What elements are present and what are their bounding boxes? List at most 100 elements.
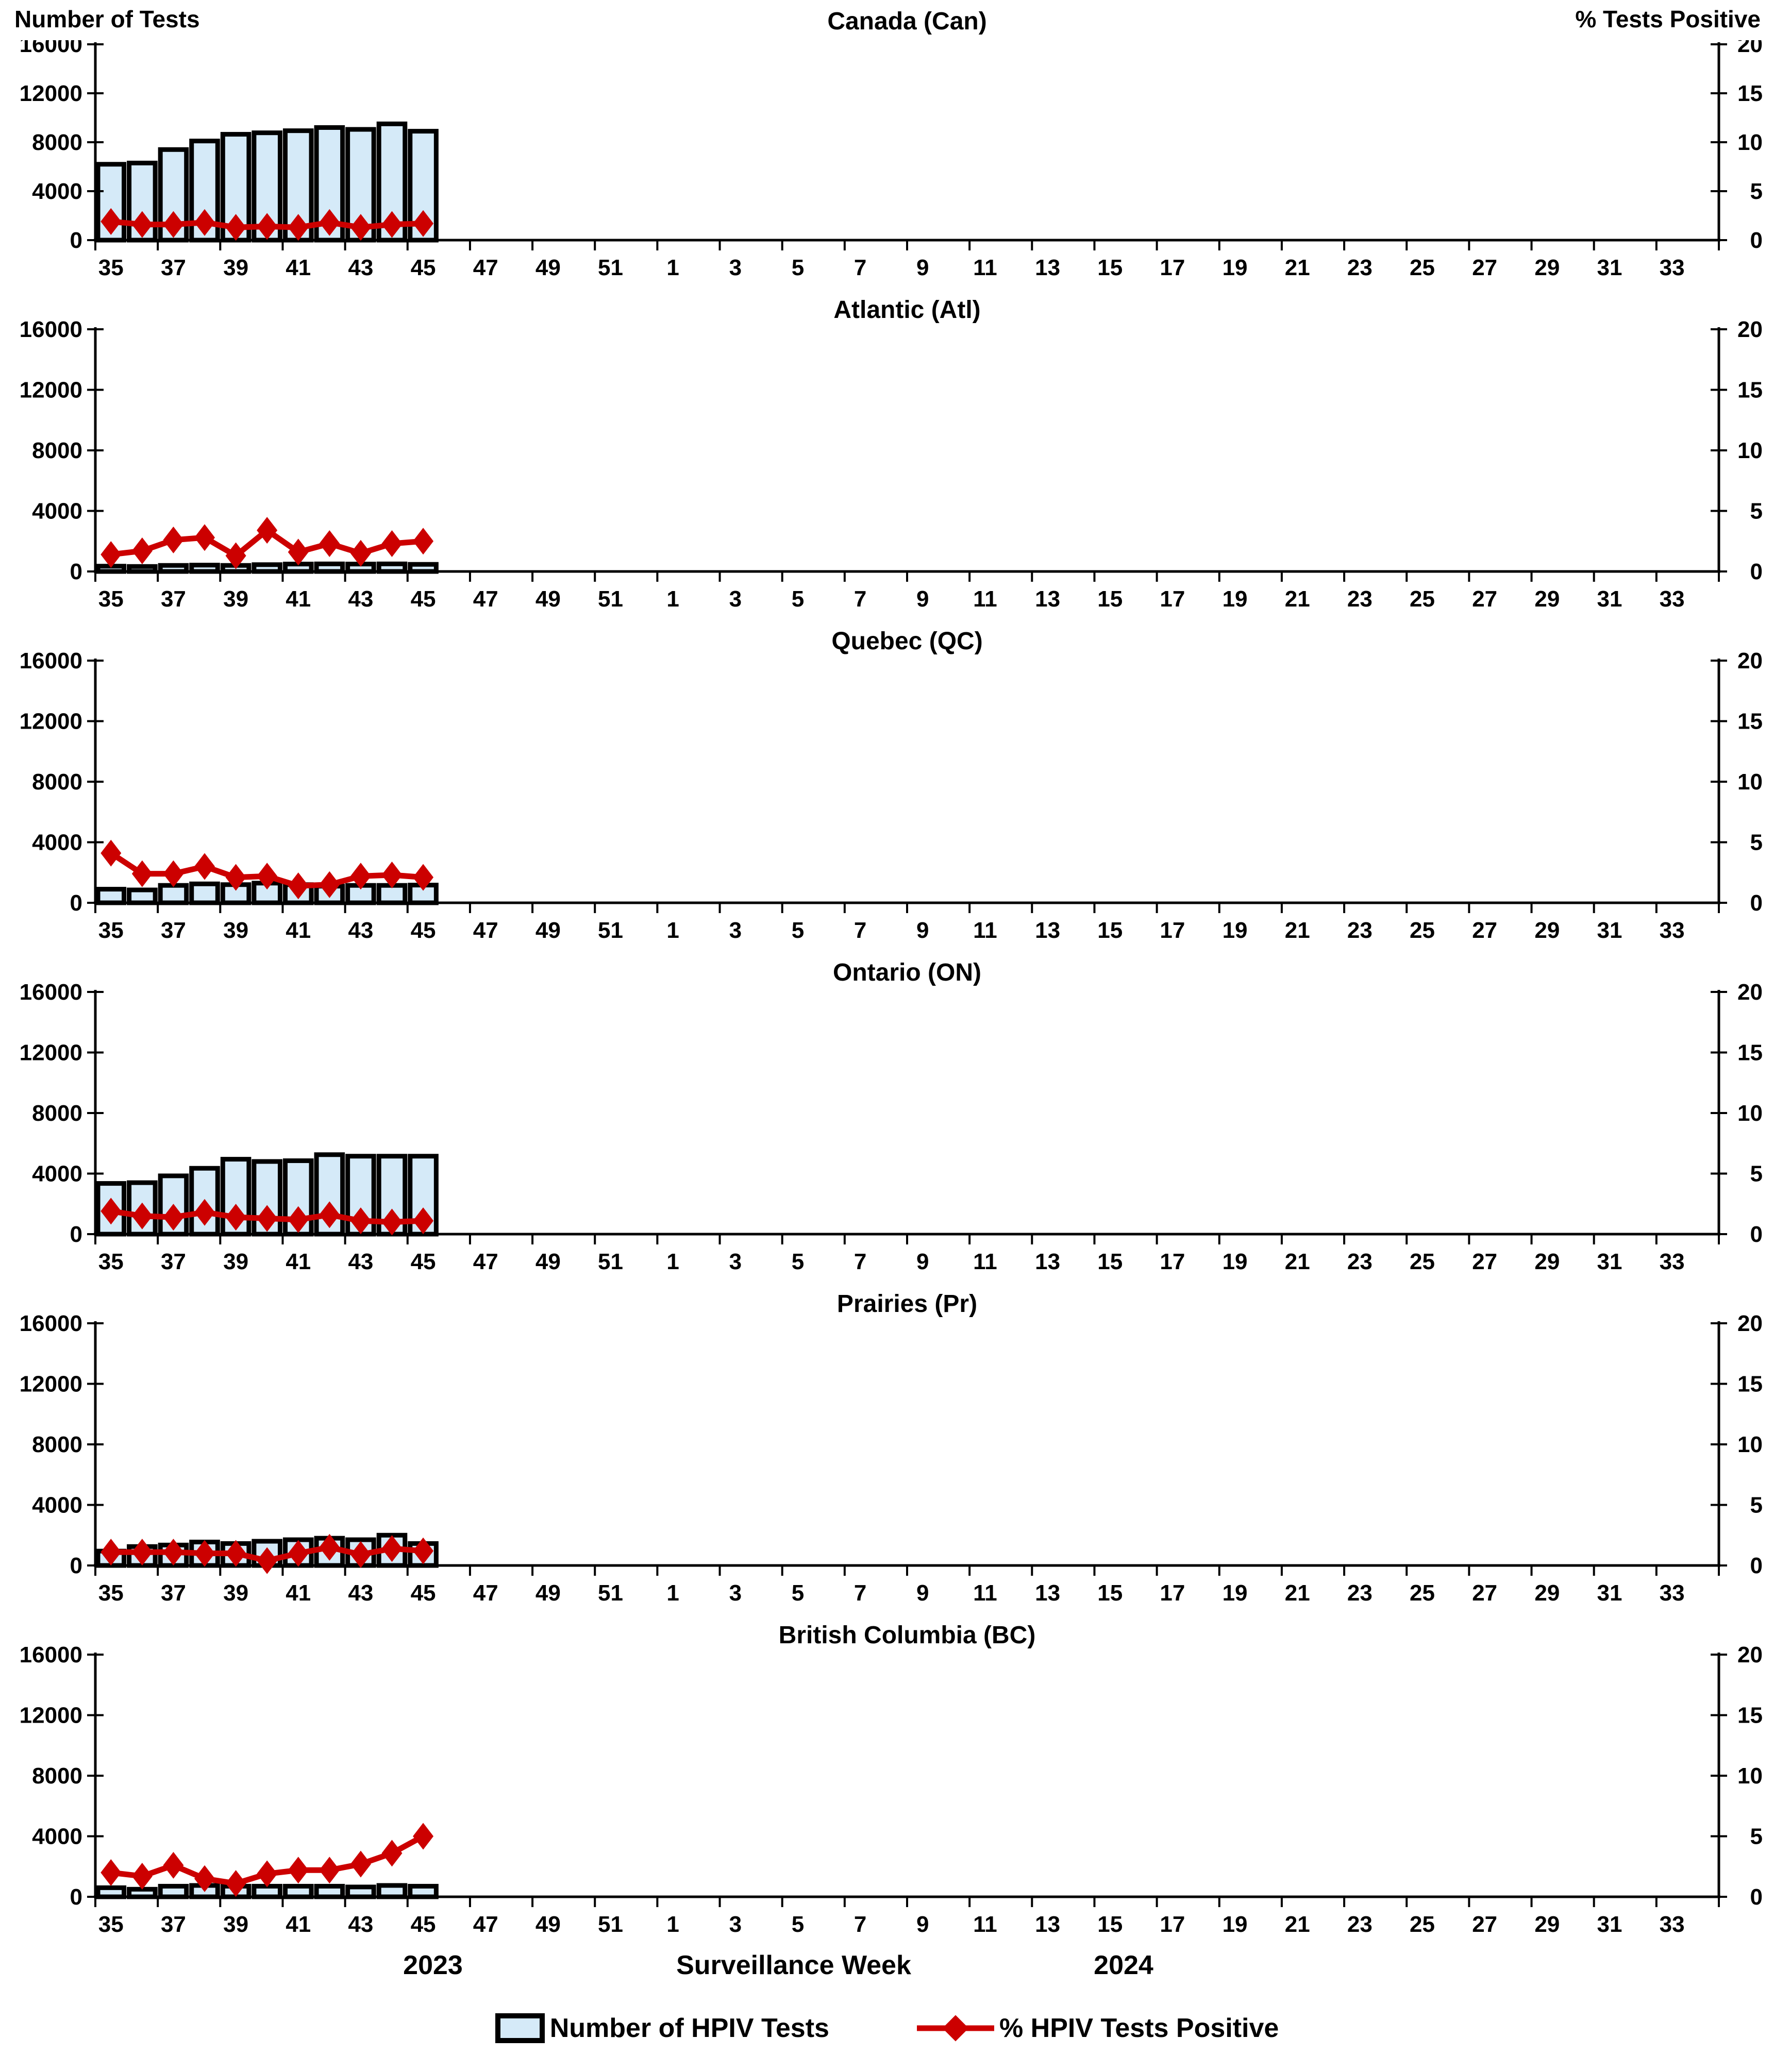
week-label: 49 bbox=[535, 1912, 561, 1937]
left-tick-label: 16000 bbox=[20, 648, 82, 673]
pct-point-week-36 bbox=[131, 1539, 153, 1566]
week-label: 41 bbox=[286, 1249, 311, 1274]
week-label: 33 bbox=[1660, 918, 1685, 943]
week-label: 19 bbox=[1223, 918, 1248, 943]
pct-point-week-38 bbox=[194, 1865, 215, 1892]
right-tick-label: 10 bbox=[1737, 769, 1763, 795]
line-legend-label: % HPIV Tests Positive bbox=[999, 2013, 1279, 2043]
pct-point-week-42 bbox=[319, 871, 340, 898]
week-label: 11 bbox=[973, 586, 997, 612]
right-tick-label: 20 bbox=[1737, 40, 1763, 57]
week-label: 9 bbox=[916, 255, 929, 280]
week-label: 13 bbox=[1035, 1580, 1060, 1606]
pct-point-week-36 bbox=[131, 211, 153, 238]
left-tick-label: 16000 bbox=[20, 40, 82, 57]
right-tick-label: 5 bbox=[1750, 830, 1763, 855]
week-label: 37 bbox=[161, 1912, 186, 1937]
line-legend-swatch bbox=[916, 2015, 994, 2042]
pct-point-week-39 bbox=[225, 1870, 246, 1897]
week-label: 37 bbox=[161, 1580, 186, 1606]
pct-point-week-43 bbox=[350, 214, 371, 241]
week-label: 39 bbox=[223, 1912, 248, 1937]
week-label: 21 bbox=[1285, 1580, 1310, 1606]
right-tick-label: 5 bbox=[1750, 1161, 1763, 1187]
week-label: 35 bbox=[98, 586, 124, 612]
week-label: 37 bbox=[161, 586, 186, 612]
week-label: 23 bbox=[1347, 1912, 1373, 1937]
week-label: 11 bbox=[973, 918, 997, 943]
week-label: 49 bbox=[535, 1580, 561, 1606]
right-tick-label: 0 bbox=[1750, 1222, 1763, 1247]
bar-week-41 bbox=[282, 1883, 314, 1899]
pct-point-week-35 bbox=[101, 1539, 122, 1566]
week-label: 39 bbox=[223, 1580, 248, 1606]
right-tick-label: 20 bbox=[1737, 648, 1763, 673]
pct-point-week-35 bbox=[101, 208, 122, 235]
bar-week-45 bbox=[408, 1883, 439, 1899]
week-label: 21 bbox=[1285, 1249, 1310, 1274]
week-label: 31 bbox=[1597, 255, 1622, 280]
week-label: 17 bbox=[1160, 1912, 1185, 1937]
right-tick-label: 0 bbox=[1750, 1553, 1763, 1578]
week-label: 19 bbox=[1223, 1580, 1248, 1606]
week-label: 45 bbox=[411, 1912, 436, 1937]
week-label: 29 bbox=[1534, 255, 1560, 280]
pct-point-week-35 bbox=[101, 541, 122, 568]
week-label: 11 bbox=[973, 255, 997, 280]
week-label: 35 bbox=[98, 1249, 124, 1274]
week-label: 3 bbox=[729, 586, 742, 612]
pct-point-week-41 bbox=[288, 1206, 309, 1233]
pct-point-week-41 bbox=[288, 214, 309, 241]
left-tick-label: 12000 bbox=[20, 1040, 82, 1066]
bar-week-42 bbox=[314, 1152, 345, 1237]
pct-point-week-40 bbox=[257, 517, 278, 544]
week-label: 19 bbox=[1223, 255, 1248, 280]
week-label: 37 bbox=[161, 1249, 186, 1274]
week-label: 45 bbox=[411, 918, 436, 943]
week-label: 25 bbox=[1410, 1580, 1435, 1606]
right-tick-label: 10 bbox=[1737, 1432, 1763, 1457]
left-tick-label: 16000 bbox=[20, 1311, 82, 1336]
week-label: 41 bbox=[286, 255, 311, 280]
pct-point-week-36 bbox=[131, 860, 153, 887]
week-label: 17 bbox=[1160, 1580, 1185, 1606]
week-label: 51 bbox=[598, 1912, 623, 1937]
year-2023-label: 2023 bbox=[403, 1950, 463, 1980]
right-tick-label: 20 bbox=[1737, 317, 1763, 342]
week-label: 5 bbox=[792, 1580, 804, 1606]
week-label: 51 bbox=[598, 1249, 623, 1274]
week-label: 25 bbox=[1410, 1912, 1435, 1937]
week-label: 33 bbox=[1660, 255, 1685, 280]
right-tick-label: 20 bbox=[1737, 1311, 1763, 1336]
right-tick-label: 20 bbox=[1737, 980, 1763, 1005]
pct-point-week-37 bbox=[163, 860, 184, 887]
right-axis-title: % Tests Positive bbox=[1575, 6, 1761, 32]
week-label: 51 bbox=[598, 918, 623, 943]
week-label: 23 bbox=[1347, 586, 1373, 612]
week-label: 7 bbox=[854, 1249, 866, 1274]
panel-title: Quebec (QC) bbox=[831, 628, 982, 655]
legend: Number of HPIV Tests % HPIV Tests Positi… bbox=[0, 1997, 1774, 2059]
week-label: 3 bbox=[729, 1580, 742, 1606]
week-label: 45 bbox=[411, 1249, 436, 1274]
week-label: 13 bbox=[1035, 255, 1060, 280]
pct-point-week-44 bbox=[381, 861, 403, 888]
week-label: 27 bbox=[1472, 586, 1497, 612]
week-label: 11 bbox=[973, 1249, 997, 1274]
left-tick-label: 8000 bbox=[32, 130, 82, 155]
right-tick-label: 5 bbox=[1750, 179, 1763, 204]
week-label: 3 bbox=[729, 1912, 742, 1937]
legend-item-tests: Number of HPIV Tests bbox=[495, 2013, 829, 2044]
week-label: 35 bbox=[98, 1912, 124, 1937]
week-label: 41 bbox=[286, 586, 311, 612]
pct-point-week-39 bbox=[225, 1204, 246, 1231]
pct-point-week-35 bbox=[101, 839, 122, 867]
week-label: 47 bbox=[473, 1580, 498, 1606]
pct-point-week-35 bbox=[101, 1198, 122, 1225]
week-label: 9 bbox=[916, 1912, 929, 1937]
week-label: 21 bbox=[1285, 255, 1310, 280]
week-label: 3 bbox=[729, 918, 742, 943]
week-label: 37 bbox=[161, 918, 186, 943]
bar-week-40 bbox=[252, 1883, 282, 1899]
right-tick-label: 5 bbox=[1750, 1824, 1763, 1849]
